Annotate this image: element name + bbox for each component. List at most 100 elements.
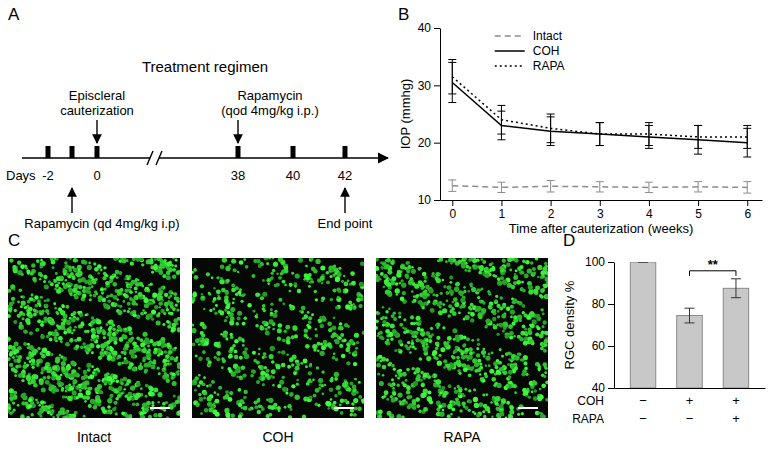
- cell: [129, 290, 133, 294]
- cell: [85, 314, 88, 317]
- cell: [18, 288, 22, 292]
- cell: [252, 370, 256, 374]
- cell: [158, 302, 162, 306]
- cell: [112, 407, 116, 411]
- tick-mark: [698, 200, 699, 206]
- cell: [127, 396, 132, 401]
- cell: [162, 367, 167, 372]
- cell: [395, 288, 400, 293]
- cell: [309, 337, 312, 340]
- cell: [112, 274, 114, 276]
- cell: [347, 388, 351, 392]
- cell: [123, 300, 126, 303]
- cell: [54, 389, 57, 392]
- cell: [482, 410, 485, 413]
- cell: [41, 261, 46, 266]
- tick-label: 30: [418, 79, 432, 93]
- tick-mark: [434, 200, 440, 201]
- cell: [204, 341, 209, 346]
- cell: [344, 282, 349, 287]
- cell: [216, 289, 221, 294]
- cell: [109, 279, 113, 283]
- cell: [262, 383, 265, 386]
- cell: [354, 333, 359, 338]
- cell: [44, 304, 49, 309]
- cell: [73, 329, 76, 332]
- cell: [270, 346, 275, 351]
- cell: [43, 406, 47, 410]
- cell: [34, 304, 38, 308]
- error-bar: [550, 181, 551, 192]
- cell: [47, 368, 52, 373]
- cell: [169, 347, 172, 350]
- cell: [295, 360, 299, 364]
- cell: [258, 376, 261, 379]
- cell: [138, 292, 143, 297]
- cell: [279, 380, 284, 385]
- cell: [310, 380, 313, 383]
- cell: [333, 352, 335, 354]
- cell: [220, 333, 222, 335]
- cell: [243, 258, 246, 261]
- cell: [238, 337, 242, 341]
- cell: [109, 295, 111, 297]
- error-cap: [497, 134, 505, 135]
- cell: [282, 338, 286, 342]
- cell: [164, 350, 168, 354]
- cell: [296, 379, 299, 382]
- cell: [231, 413, 236, 418]
- error-cap: [694, 125, 702, 126]
- cell: [153, 388, 158, 393]
- timeline-tick-label: 42: [338, 168, 352, 183]
- cell: [108, 321, 111, 324]
- cell: [148, 391, 153, 396]
- cell: [82, 381, 87, 386]
- cell: [321, 299, 324, 302]
- figure: ABCDTreatment regimen-20384042DaysEpiscl…: [0, 0, 772, 454]
- cell: [100, 343, 105, 348]
- cell: [140, 342, 145, 347]
- cell: [201, 296, 204, 299]
- cell: [72, 266, 75, 269]
- cell: [61, 361, 66, 366]
- cell: [66, 366, 70, 370]
- cell: [353, 362, 357, 366]
- cell: [112, 351, 117, 356]
- cell: [289, 357, 293, 361]
- axis-line: [441, 200, 763, 201]
- cell: [146, 353, 151, 358]
- cell: [68, 288, 73, 293]
- cell: [38, 404, 40, 406]
- cell: [89, 298, 92, 301]
- cell: [82, 342, 86, 346]
- cell: [177, 410, 180, 415]
- cell: [80, 322, 84, 326]
- cell: [296, 362, 298, 364]
- cell: [89, 374, 94, 379]
- cell: [342, 382, 347, 387]
- cell: [315, 298, 318, 301]
- cell: [8, 409, 10, 413]
- cell: [315, 259, 320, 264]
- timeline-tick: [236, 146, 241, 158]
- cell: [164, 363, 167, 366]
- cell: [149, 387, 154, 392]
- cell: [56, 258, 59, 261]
- cell: [238, 388, 242, 392]
- cell: [278, 351, 281, 354]
- cell: [77, 337, 82, 342]
- cell: [21, 317, 24, 320]
- cell: [161, 285, 165, 289]
- cell: [41, 354, 46, 359]
- cell: [68, 396, 73, 401]
- cell: [220, 311, 224, 315]
- cell: [177, 327, 180, 332]
- cell: [30, 413, 33, 416]
- cell: [96, 337, 99, 340]
- cell: [312, 344, 317, 349]
- cell: [50, 320, 55, 325]
- cell: [340, 333, 344, 337]
- cell: [17, 314, 21, 318]
- cell: [224, 319, 227, 322]
- event-label: Episcleral: [69, 88, 125, 103]
